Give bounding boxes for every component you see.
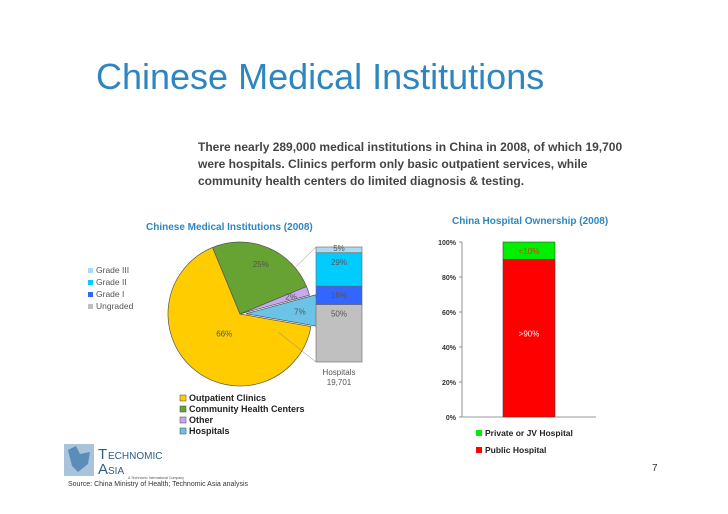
logo-map-shape [68,446,90,472]
ownership-chart: 0% 20% 40% 60% 80% 100% >90% <10% Private or JV … [438,240,596,455]
ownership-legend-label-public-hospital: Public Hospital [485,445,546,455]
grade-bar-grade-ii [315,252,363,287]
grade-legend-label-grade-i: Grade I [96,289,124,299]
grade-category-label: 19,701 [327,378,352,387]
pie-chart: 66% 25% 2% 7% [167,241,319,387]
ownership-bar-private-or-jv-hospital [502,241,556,260]
ownership-legend-label-private-or-jv-hospital: Private or JV Hospital [485,428,573,438]
slide-title: Chinese Medical Institutions [96,56,545,97]
ownership-legend-swatch-private-or-jv-hospital [476,430,482,436]
ownership-tick-label: 40% [442,345,457,352]
pie-legend-swatch-outpatient-clinics [179,394,187,402]
source-note: Source: China Ministry of Health; Techno… [68,481,249,488]
grade-legend-label-grade-iii: Grade III [96,265,129,275]
logo-letter-t: T [98,446,107,463]
ownership-bar-public-hospital [502,259,556,418]
ownership-tick-label: 80% [442,275,457,282]
grade-legend: Grade III Grade II Grade I Ungraded [88,265,134,311]
grade-legend-swatch-ungraded [88,304,93,309]
pie-slice-outpatient-clinics [167,246,312,387]
grade-label-ungraded: 50% [331,310,347,319]
pie-legend-swatch-other [179,416,187,424]
pie-legend-swatch-hospitals [179,427,187,435]
ownership-label-private-or-jv-hospital: <10% [519,247,540,256]
pie-label-community-health-centers: 25% [253,260,269,269]
ownership-label-public-hospital: >90% [519,329,540,338]
ownership-tick-label: 60% [442,310,457,317]
pie-chart-title: Chinese Medical Institutions (2008) [146,222,313,233]
pie-legend-label-other: Other [189,415,214,425]
grade-legend-label-ungraded: Ungraded [96,301,134,311]
grade-legend-swatch-grade-iii [88,268,93,273]
pie-legend-label-outpatient-clinics: Outpatient Clinics [189,393,266,403]
connector-line-bottom [277,331,317,363]
pie-label-other: 2% [285,293,297,302]
logo-letter-a: A [98,461,108,478]
ownership-tick-label: 20% [442,380,457,387]
grade-legend-label-grade-ii: Grade II [96,277,127,287]
logo-text-technomic: ECHNOMIC [108,451,162,462]
pie-label-outpatient-clinics: 66% [216,330,232,339]
intro-text: There nearly 289,000 medical institution… [198,140,623,188]
grade-label-grade-iii: 5% [333,244,345,253]
grade-bar-grade-iii [315,246,363,254]
ownership-legend-swatch-public-hospital [476,447,482,453]
grade-label-grade-i: 16% [331,291,347,300]
pie-label-hospitals: 7% [294,307,306,316]
grade-legend-swatch-grade-i [88,292,93,297]
technomic-logo: T ECHNOMIC A SIA A Technomic Internation… [64,444,184,480]
page-number: 7 [652,463,658,474]
grade-category-label: Hospitals [323,368,356,377]
grade-legend-swatch-grade-ii [88,280,93,285]
grade-label-grade-ii: 29% [331,258,347,267]
pie-legend-label-hospitals: Hospitals [189,426,230,436]
ownership-tick-label: 0% [446,415,457,422]
ownership-chart-title: China Hospital Ownership (2008) [452,216,609,227]
pie-slice-other [239,286,310,315]
pie-legend-label-community-health-centers: Community Health Centers [189,404,305,414]
logo-text-asia: SIA [108,466,124,477]
pie-legend-swatch-community-health-centers [179,405,187,413]
logo-tagline: A Technomic International Company [128,476,184,480]
ownership-tick-label: 100% [438,240,457,247]
connector-line-top [275,246,317,287]
